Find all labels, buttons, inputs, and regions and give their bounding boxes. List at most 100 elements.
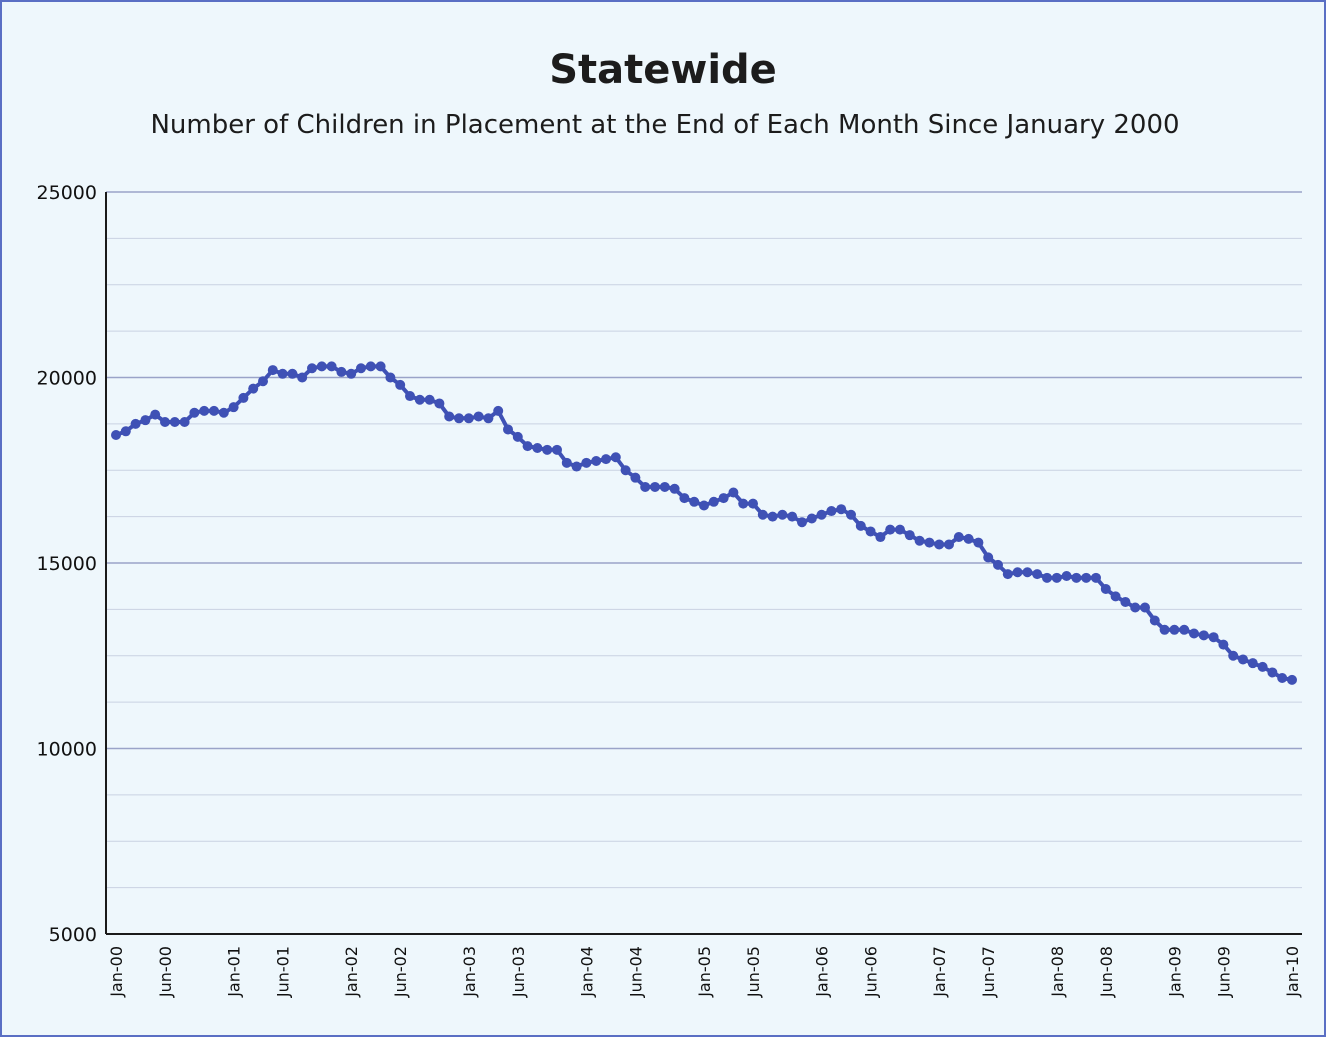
x-tick-label: Jan-02 xyxy=(342,946,361,998)
data-point xyxy=(757,509,768,520)
data-point xyxy=(503,424,513,435)
data-point xyxy=(1120,596,1131,607)
data-point xyxy=(326,361,337,372)
data-point xyxy=(385,372,396,383)
x-tick-label: Jun-09 xyxy=(1214,946,1233,998)
data-point xyxy=(395,379,406,390)
data-point xyxy=(787,511,798,522)
data-point xyxy=(160,417,170,428)
data-point xyxy=(1159,624,1170,635)
data-point xyxy=(1100,583,1111,594)
x-tick-label: Jan-01 xyxy=(225,946,244,998)
x-tick-label: Jun-01 xyxy=(274,946,293,998)
y-tick-label: 20000 xyxy=(37,368,97,390)
data-point xyxy=(1238,654,1248,665)
data-point xyxy=(728,487,739,498)
data-point xyxy=(601,454,611,465)
data-point xyxy=(130,418,141,429)
data-point xyxy=(797,517,807,528)
data-point xyxy=(356,363,366,374)
data-point xyxy=(836,504,847,515)
data-point xyxy=(1042,572,1052,583)
data-point xyxy=(846,509,856,520)
data-point xyxy=(405,391,415,402)
data-point xyxy=(483,413,494,424)
data-point xyxy=(1218,639,1229,650)
data-point xyxy=(179,417,190,428)
data-point xyxy=(640,481,651,492)
data-point xyxy=(1208,632,1219,643)
series-markers xyxy=(111,361,1297,685)
data-point xyxy=(1091,572,1101,583)
x-tick-label: Jan-08 xyxy=(1048,946,1067,998)
data-point xyxy=(1140,602,1150,613)
data-point xyxy=(493,405,504,416)
data-point xyxy=(748,498,758,509)
data-point xyxy=(571,461,582,472)
chart-subtitle: Number of Children in Placement at the E… xyxy=(150,110,1179,140)
x-tick-label: Jun-00 xyxy=(156,946,175,998)
data-point xyxy=(885,524,896,535)
data-point xyxy=(669,483,680,494)
data-point xyxy=(1022,567,1033,578)
data-point xyxy=(650,481,660,492)
data-point xyxy=(1032,569,1043,580)
data-point xyxy=(659,481,670,492)
chart-title: Statewide xyxy=(549,47,777,93)
data-point xyxy=(816,509,827,520)
y-tick-label: 5000 xyxy=(49,924,97,946)
data-point xyxy=(904,530,915,541)
data-point xyxy=(1169,624,1180,635)
data-point xyxy=(189,407,200,418)
x-tick-label: Jan-07 xyxy=(930,946,949,998)
data-point xyxy=(1002,569,1013,580)
data-point xyxy=(522,441,533,452)
x-tick-label: Jan-06 xyxy=(813,946,832,998)
data-point xyxy=(209,405,219,416)
data-point xyxy=(316,361,327,372)
data-point xyxy=(1149,615,1160,626)
data-point xyxy=(993,559,1003,570)
data-point xyxy=(218,407,229,418)
data-point xyxy=(1247,658,1258,669)
data-point xyxy=(1081,572,1092,583)
data-point xyxy=(1287,674,1297,685)
data-point xyxy=(1189,628,1199,639)
data-point xyxy=(277,368,288,379)
data-point xyxy=(111,430,121,441)
data-point xyxy=(228,402,239,413)
data-point xyxy=(434,398,445,409)
data-point xyxy=(1051,572,1062,583)
data-point xyxy=(934,539,945,550)
data-point xyxy=(1061,570,1072,581)
series-line xyxy=(114,364,1294,682)
data-point xyxy=(1179,624,1190,635)
data-point xyxy=(699,500,709,511)
x-tick-label: Jan-04 xyxy=(577,946,596,998)
data-point xyxy=(365,361,376,372)
x-tick-label: Jan-09 xyxy=(1165,946,1184,998)
x-tick-label: Jan-05 xyxy=(695,946,714,998)
data-point xyxy=(826,506,837,517)
data-point xyxy=(1198,630,1209,641)
data-point xyxy=(718,493,729,504)
x-tick-labels: Jan-00 Jun-00 Jan-01 Jun-01 Jan-02 Jun-02 Jan-… xyxy=(107,946,1302,998)
data-point xyxy=(307,363,317,374)
data-point xyxy=(924,537,935,548)
data-point xyxy=(248,383,259,394)
data-point xyxy=(855,520,866,531)
y-tick-label: 10000 xyxy=(37,739,97,761)
data-point xyxy=(973,537,984,548)
data-point xyxy=(454,413,464,424)
data-point xyxy=(738,498,749,509)
data-point xyxy=(875,532,886,543)
data-point xyxy=(150,409,161,420)
data-point xyxy=(963,533,974,544)
x-tick-label: Jun-06 xyxy=(862,946,881,998)
x-tick-label: Jun-07 xyxy=(979,946,998,998)
data-point xyxy=(865,526,876,537)
data-point xyxy=(1277,673,1288,684)
data-point xyxy=(591,455,602,466)
